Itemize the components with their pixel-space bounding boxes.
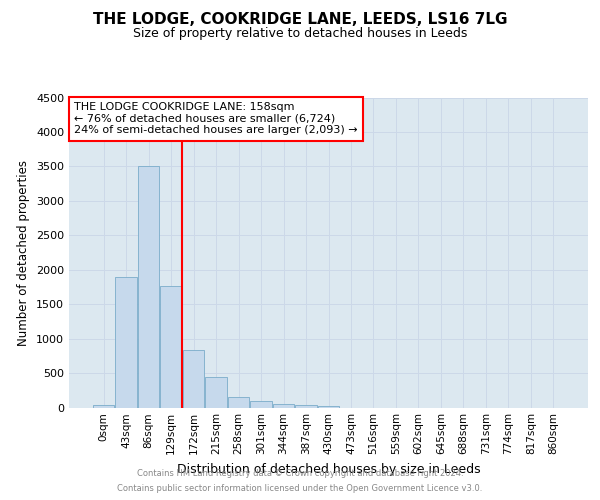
Bar xyxy=(295,405,317,407)
Text: Contains public sector information licensed under the Open Government Licence v3: Contains public sector information licen… xyxy=(118,484,482,493)
Text: THE LODGE, COOKRIDGE LANE, LEEDS, LS16 7LG: THE LODGE, COOKRIDGE LANE, LEEDS, LS16 7… xyxy=(93,12,507,28)
Bar xyxy=(137,166,160,408)
Text: Contains HM Land Registry data © Crown copyright and database right 2024.: Contains HM Land Registry data © Crown c… xyxy=(137,469,463,478)
X-axis label: Distribution of detached houses by size in Leeds: Distribution of detached houses by size … xyxy=(176,463,481,476)
Bar xyxy=(250,401,272,407)
Bar xyxy=(227,397,250,407)
Bar xyxy=(272,404,295,407)
Text: Size of property relative to detached houses in Leeds: Size of property relative to detached ho… xyxy=(133,28,467,40)
Y-axis label: Number of detached properties: Number of detached properties xyxy=(17,160,31,346)
Text: THE LODGE COOKRIDGE LANE: 158sqm
← 76% of detached houses are smaller (6,724)
24: THE LODGE COOKRIDGE LANE: 158sqm ← 76% o… xyxy=(74,102,358,136)
Bar xyxy=(317,406,340,407)
Bar xyxy=(115,276,137,407)
Bar xyxy=(182,350,205,408)
Bar xyxy=(205,377,227,408)
Bar xyxy=(92,406,115,407)
Bar xyxy=(160,286,182,408)
